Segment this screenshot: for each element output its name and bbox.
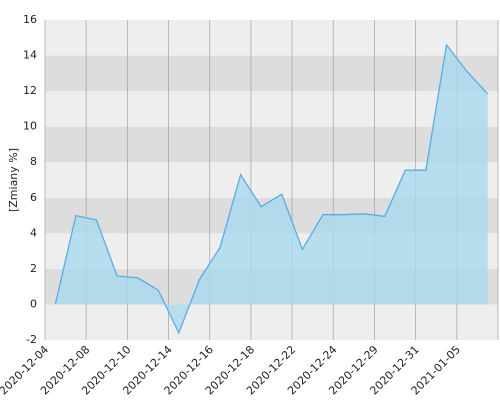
y-tick-label: 14: [23, 49, 37, 62]
y-tick-label: -2: [26, 333, 37, 346]
y-tick-label: 0: [30, 297, 37, 310]
grid-band: [45, 304, 498, 340]
y-tick-label: 2: [30, 262, 37, 275]
grid-band: [45, 20, 498, 56]
y-tick-label: 8: [30, 155, 37, 168]
grid-band: [45, 55, 498, 92]
y-tick-label: 10: [23, 120, 37, 133]
y-tick-label: 12: [23, 84, 37, 97]
line: [54, 43, 489, 335]
y-tick-label: 16: [23, 13, 37, 26]
grid-band: [45, 91, 498, 127]
grid-band: [45, 126, 498, 163]
y-tick-label: 4: [30, 226, 37, 239]
y-tick-label: 6: [30, 191, 37, 204]
y-axis-label: [Zmiany %]: [7, 148, 20, 212]
area-fill: [55, 44, 488, 333]
